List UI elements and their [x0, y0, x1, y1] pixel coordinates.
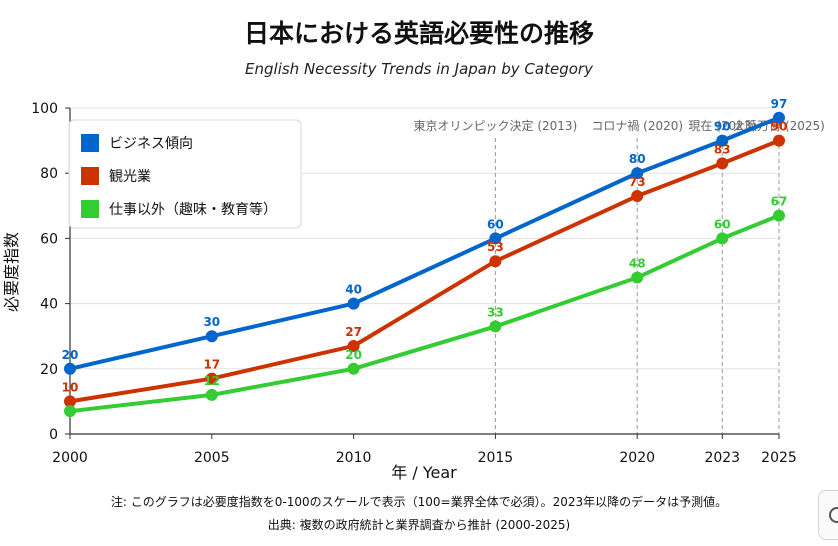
x-tick-label: 2000: [52, 450, 88, 466]
data-label: 83: [714, 142, 731, 156]
chart-title: 日本における英語必要性の推移: [243, 19, 594, 48]
data-point: [64, 405, 76, 418]
data-point: [773, 209, 785, 222]
series-line-2: [68, 213, 781, 414]
data-point: [489, 232, 502, 245]
data-label: 60: [714, 217, 731, 231]
x-tick-label: 2025: [761, 450, 797, 466]
y-axis-label: 必要度指数: [2, 232, 21, 312]
circle-icon: [829, 507, 838, 523]
data-label: 17: [203, 358, 220, 372]
x-tick-label: 2005: [194, 450, 230, 466]
data-point: [489, 320, 502, 333]
data-point: [716, 134, 729, 147]
annotation-label: 大阪万博 (2025): [733, 118, 825, 133]
footnote: 注: このグラフは必要度指数を0-100のスケールで表示（100=業界全体で必須…: [110, 495, 728, 509]
corner-action-button[interactable]: [818, 490, 838, 540]
data-point: [631, 190, 644, 203]
data-label: 90: [714, 120, 731, 134]
data-label: 53: [487, 240, 504, 254]
legend-label: 観光業: [109, 168, 151, 185]
data-point: [205, 372, 218, 385]
x-tick-label: 2023: [704, 450, 740, 466]
y-tick-label: 40: [40, 297, 58, 313]
data-point: [716, 157, 729, 170]
data-point: [347, 297, 360, 310]
chart-subtitle: English Necessity Trends in Japan by Cat…: [245, 60, 593, 78]
data-point: [205, 388, 218, 401]
data-label: 12: [203, 374, 220, 388]
x-tick-label: 2010: [336, 450, 372, 466]
annotation-label: 東京オリンピック決定 (2013): [414, 118, 578, 133]
y-tick-label: 60: [40, 231, 58, 247]
data-point: [773, 134, 785, 147]
x-tick-label: 2020: [619, 450, 655, 466]
data-label: 97: [771, 97, 788, 111]
legend-box: [68, 119, 302, 229]
data-label: 30: [203, 315, 220, 329]
x-axis-label: 年 / Year: [391, 463, 457, 482]
data-label: 73: [629, 175, 646, 189]
y-tick-label: 0: [49, 427, 58, 443]
legend-label: ビジネス傾向: [109, 136, 193, 152]
data-label: 40: [345, 283, 362, 297]
series-group: 20 30 40 60 80 90 97 10 17 27 53 73 83 90 12 20 33 48 60 67: [62, 97, 788, 418]
data-point: [64, 395, 76, 408]
data-label: 67: [771, 195, 788, 209]
annotation-label: コロナ禍 (2020): [591, 118, 683, 133]
data-point: [64, 362, 76, 375]
data-label: 10: [62, 380, 79, 394]
y-tick-label: 80: [40, 166, 58, 182]
data-point: [631, 167, 644, 180]
annotation-group: 東京オリンピック決定 (2013) コロナ禍 (2020) 現在 (2023)大阪万…: [414, 118, 825, 434]
data-label: 60: [487, 217, 504, 231]
data-label: 90: [771, 120, 788, 134]
x-tick-label: 2015: [478, 450, 514, 466]
data-point: [631, 271, 644, 284]
data-point: [773, 111, 785, 124]
legend-swatch: [81, 134, 99, 152]
y-tick-label: 100: [31, 101, 58, 117]
source-note: 出典: 複数の政府統計と業界調査から推計 (2000-2025): [267, 518, 571, 532]
data-point: [347, 339, 360, 352]
data-label: 20: [62, 348, 79, 362]
data-label: 20: [345, 348, 362, 362]
data-label: 80: [629, 152, 646, 166]
data-label: 27: [345, 325, 362, 339]
legend-swatch: [81, 167, 99, 185]
legend-swatch: [81, 200, 99, 218]
data-label: 33: [487, 305, 504, 319]
data-point: [205, 330, 218, 343]
data-label: 48: [629, 257, 646, 271]
annotation-label: 現在 (2023): [688, 119, 756, 133]
data-point: [489, 255, 502, 268]
legend-label: 仕事以外（趣味・教育等）: [109, 201, 277, 218]
y-tick-label: 20: [40, 362, 58, 378]
data-point: [347, 362, 360, 375]
data-point: [716, 232, 729, 245]
